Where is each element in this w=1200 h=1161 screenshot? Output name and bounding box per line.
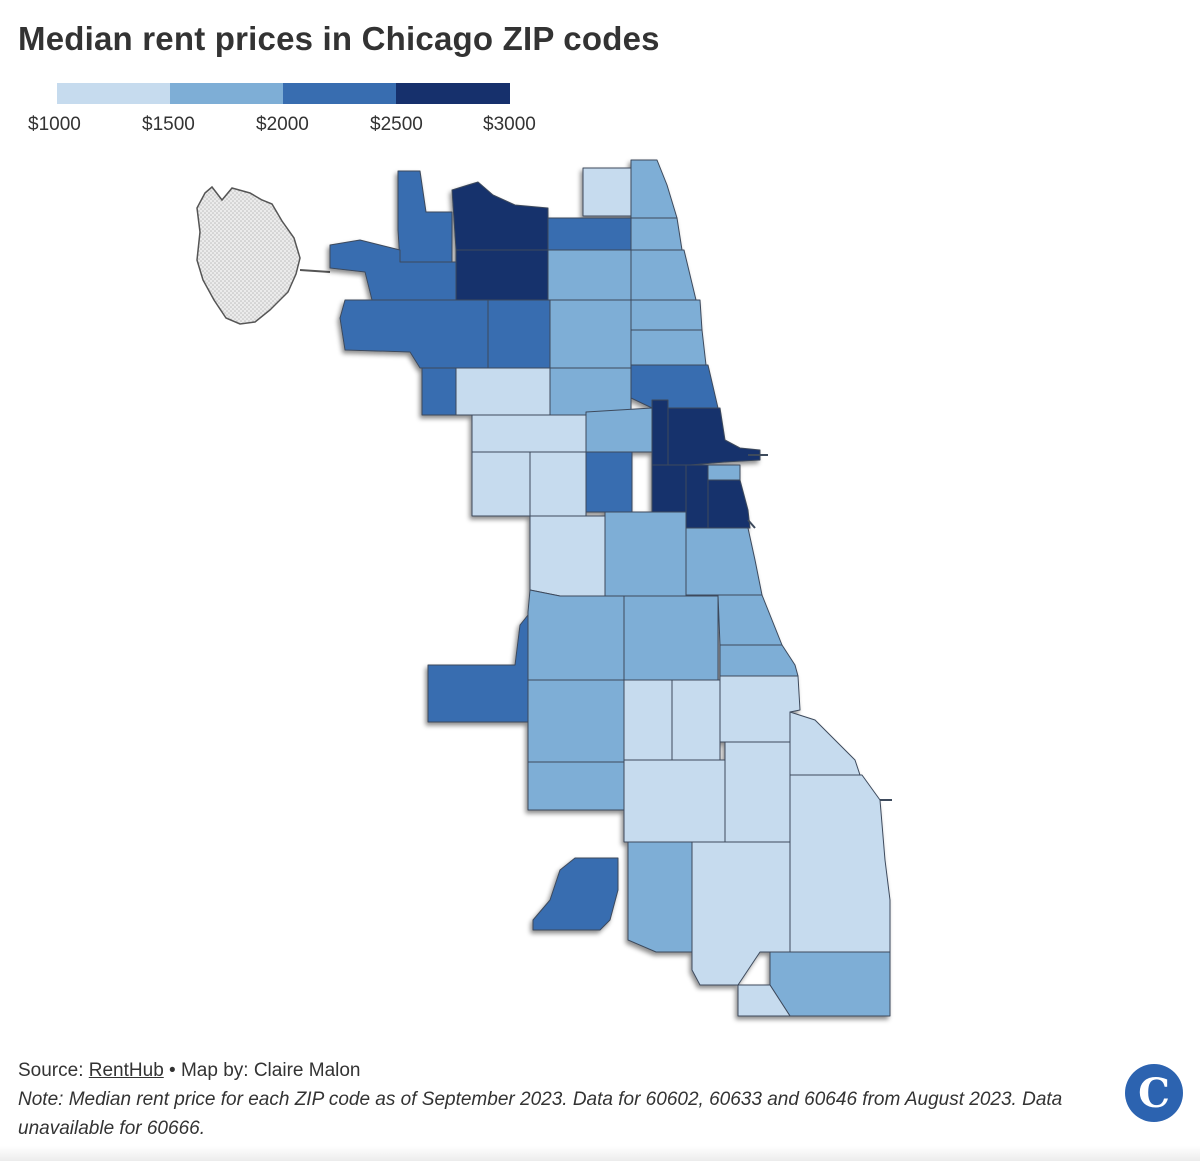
zip-region <box>651 399 669 466</box>
zip-region <box>451 181 549 251</box>
zip-region <box>421 367 457 416</box>
zip-region <box>717 594 783 646</box>
zip-region <box>471 414 587 453</box>
source-prefix: Source: <box>18 1060 89 1081</box>
zip-region <box>630 217 683 251</box>
zip-region <box>339 299 489 369</box>
zip-region <box>737 984 791 1017</box>
zip-region <box>585 451 633 513</box>
zip-region <box>685 464 709 529</box>
zip-region <box>455 249 549 301</box>
zip-region <box>585 407 653 453</box>
zip-region <box>623 679 673 761</box>
zip-region <box>487 299 551 369</box>
zip-region <box>527 589 625 681</box>
lakefront-piers <box>747 454 892 801</box>
zip-region <box>685 527 763 596</box>
zip-region <box>707 464 741 481</box>
zip-region <box>719 644 799 677</box>
zip-region <box>529 515 606 597</box>
zip-region <box>630 249 697 301</box>
legend-swatch-1000-1500 <box>57 83 170 104</box>
zip-region <box>604 511 687 597</box>
zip-region <box>549 367 632 416</box>
zip-region <box>630 299 703 331</box>
zip-region <box>547 217 632 251</box>
zip-region <box>527 679 625 763</box>
source-line: Source: RentHub • Map by: Claire Malon <box>18 1056 1118 1085</box>
legend-label-2500: $2500 <box>370 114 423 135</box>
zip-region <box>455 367 551 416</box>
zip-region <box>532 857 619 931</box>
zip-region <box>529 451 587 517</box>
note-text: Note: Median rent price for each ZIP cod… <box>18 1089 1063 1139</box>
zip-region <box>630 329 707 366</box>
bottom-shade <box>0 1146 1200 1161</box>
zip-region <box>623 595 719 681</box>
zip-region <box>623 759 726 843</box>
zip-region <box>630 159 678 219</box>
source-link[interactable]: RentHub <box>88 1060 164 1081</box>
zip-region <box>789 774 891 953</box>
zip-region <box>547 249 632 301</box>
legend-label-2000: $2000 <box>256 114 309 135</box>
zip-region <box>471 451 531 517</box>
legend-swatch-1500-2000 <box>170 83 283 104</box>
legend-label-1500: $1500 <box>142 114 195 135</box>
zip-region <box>769 951 891 1017</box>
zip-region <box>397 170 453 263</box>
zip-region <box>671 679 721 761</box>
zip-region <box>719 675 801 743</box>
zip-region <box>707 479 751 529</box>
zip-region <box>630 364 719 409</box>
color-legend: $1000 $1500 $2000 $2500 $3000 <box>20 83 560 143</box>
legend-swatch-2000-2500 <box>283 83 396 104</box>
zip-region <box>582 167 632 217</box>
zip-region <box>549 299 632 369</box>
zip-region <box>724 741 791 843</box>
chart-footer: Source: RentHub • Map by: Claire Malon N… <box>18 1056 1118 1143</box>
zip-region <box>789 711 861 776</box>
zip-region <box>651 464 687 513</box>
chicago-tribune-logo: C <box>1125 1064 1183 1122</box>
zip-region <box>627 841 693 953</box>
chart-title: Median rent prices in Chicago ZIP codes <box>18 20 660 57</box>
zip-regions <box>329 159 891 1017</box>
source-suffix: • Map by: Claire Malon <box>163 1060 361 1081</box>
legend-label-3000: $3000 <box>483 114 536 135</box>
legend-swatch-2500-3000 <box>396 83 510 104</box>
ohare-no-data-region <box>196 185 331 325</box>
zip-region <box>667 407 761 466</box>
legend-label-1000: $1000 <box>28 114 81 135</box>
zip-region <box>427 614 529 723</box>
zip-region <box>691 841 791 986</box>
zip-region <box>527 761 625 811</box>
